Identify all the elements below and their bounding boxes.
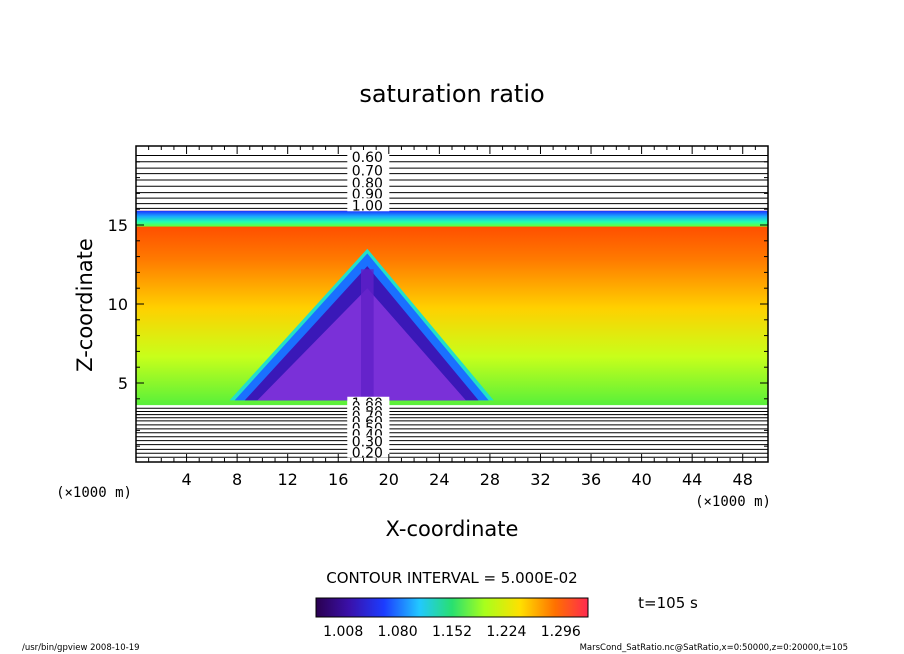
chart-title: saturation ratio — [359, 80, 544, 108]
y-tick-label: 15 — [108, 216, 128, 235]
x-tick-label: 20 — [379, 470, 399, 489]
contour-label-bg — [347, 446, 390, 458]
contour-label: 1.00 — [352, 198, 383, 214]
contour-label-bg — [347, 435, 390, 447]
contour-interval: CONTOUR INTERVAL = 5.000E-02 — [326, 569, 577, 587]
contour-label-bg — [347, 163, 390, 177]
y-tick-label: 10 — [108, 295, 128, 314]
plot-area: 0.600.700.800.901.001.000.900.800.700.60… — [108, 145, 769, 489]
z-unit-label: (×1000 m) — [56, 485, 132, 501]
x-tick-label: 44 — [682, 470, 702, 489]
footer-left: /usr/bin/gpview 2008-10-19 — [22, 643, 140, 653]
x-tick-label: 8 — [232, 470, 242, 489]
x-tick-label: 24 — [429, 470, 449, 489]
contour-label: 0.60 — [352, 150, 383, 166]
x-tick-label: 12 — [278, 470, 298, 489]
x-unit-label: (×1000 m) — [695, 494, 771, 510]
contour-label-bg — [347, 150, 390, 164]
x-axis-label: X-coordinate — [386, 517, 519, 541]
x-tick-label: 40 — [631, 470, 651, 489]
contour-label-bg — [347, 415, 390, 427]
contour-label-bg — [347, 176, 390, 190]
mountain-central-column — [360, 269, 374, 401]
x-tick-label: 4 — [181, 470, 191, 489]
colorbar-tick-label: 1.224 — [486, 624, 526, 640]
x-tick-label: 36 — [581, 470, 601, 489]
contour-label-bg — [347, 187, 390, 201]
contour-label: 0.70 — [352, 163, 383, 179]
contour-label: 0.20 — [352, 446, 383, 462]
contour-label-bg — [347, 422, 390, 434]
contour-label-bg — [347, 198, 390, 212]
x-tick-label: 32 — [530, 470, 550, 489]
colorbar-tick-label: 1.152 — [432, 624, 472, 640]
colorbar-tick-label: 1.008 — [323, 624, 363, 640]
footer-right: MarsCond_SatRatio.nc@SatRatio,x=0:50000,… — [580, 643, 848, 653]
y-axis-label: Z-coordinate — [73, 238, 97, 372]
time-label: t=105 s — [638, 594, 698, 612]
x-tick-label: 16 — [328, 470, 348, 489]
colorbar — [315, 597, 589, 618]
tropopause-band — [136, 210, 768, 227]
contour-label-bg — [347, 410, 390, 422]
contour-label: 0.30 — [352, 434, 383, 450]
x-tick-label: 48 — [733, 470, 753, 489]
colorbar-tick-label: 1.296 — [541, 624, 581, 640]
contour-label-bg — [347, 428, 390, 440]
y-tick-label: 5 — [118, 374, 128, 393]
x-tick-label: 28 — [480, 470, 500, 489]
colorbar-tick-label: 1.080 — [378, 624, 418, 640]
